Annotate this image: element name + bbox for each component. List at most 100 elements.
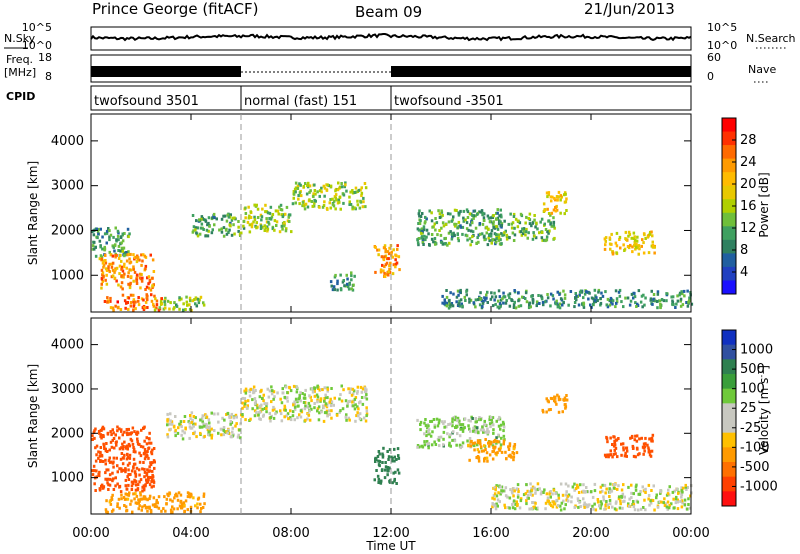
scatter-cell xyxy=(387,458,390,461)
scatter-cell xyxy=(116,429,119,433)
scatter-cell xyxy=(155,505,159,509)
nsky-label: N.Sky xyxy=(4,32,36,45)
scatter-cell xyxy=(199,295,203,299)
scatter-cell xyxy=(531,301,535,305)
range-tick-label: 1000 xyxy=(51,268,84,283)
scatter-cell xyxy=(348,399,352,403)
scatter-cell xyxy=(253,409,257,413)
scatter-cell xyxy=(620,300,623,304)
scatter-cell xyxy=(101,261,105,265)
scatter-cell xyxy=(284,229,288,233)
scatter-cell xyxy=(126,274,130,278)
scatter-cell xyxy=(444,242,447,246)
scatter-cell xyxy=(133,430,136,434)
scatter-cell xyxy=(540,297,544,301)
scatter-cell xyxy=(668,503,671,507)
scatter-cell xyxy=(482,216,486,220)
scatter-cell xyxy=(260,403,263,407)
scatter-cell xyxy=(153,308,157,312)
scatter-cell xyxy=(208,425,211,429)
scatter-cell xyxy=(635,245,638,249)
scatter-cell xyxy=(313,402,316,405)
scatter-cell xyxy=(445,304,449,308)
colorbar-swatch xyxy=(722,185,736,200)
scatter-cell xyxy=(96,229,100,233)
scatter-cell xyxy=(552,297,555,301)
scatter-cell xyxy=(223,418,226,422)
scatter-cell xyxy=(442,430,446,434)
scatter-cell xyxy=(199,502,202,506)
scatter-cell xyxy=(125,266,128,270)
scatter-cell xyxy=(651,240,654,244)
scatter-cell xyxy=(141,489,144,493)
scatter-cell xyxy=(437,421,441,425)
scatter-cell xyxy=(653,251,656,255)
scatter-cell xyxy=(505,299,508,302)
scatter-cell xyxy=(424,238,427,242)
scatter-cell xyxy=(285,414,288,418)
scatter-cell xyxy=(566,499,570,503)
scatter-cell xyxy=(542,202,546,206)
scatter-cell xyxy=(618,235,622,239)
scatter-cell xyxy=(458,304,462,308)
scatter-cell xyxy=(376,248,379,252)
scatter-cell xyxy=(339,393,342,397)
scatter-cell xyxy=(475,456,478,460)
scatter-cell xyxy=(136,442,140,446)
scatter-cell xyxy=(217,420,220,424)
scatter-cell xyxy=(269,217,273,221)
scatter-cell xyxy=(644,296,647,300)
scatter-cell xyxy=(582,296,585,300)
scatter-cell xyxy=(546,207,549,211)
scatter-cell xyxy=(134,483,138,487)
scatter-cell xyxy=(182,308,185,312)
scatter-cell xyxy=(334,193,338,197)
scatter-cell xyxy=(94,427,97,431)
scatter-cell xyxy=(662,501,665,505)
scatter-cell xyxy=(150,480,153,483)
scatter-cell xyxy=(633,508,637,512)
scatter-cell xyxy=(617,484,620,488)
scatter-cell xyxy=(311,390,315,394)
scatter-cell xyxy=(143,306,147,310)
nsky-panel: N.Sky 10^5 10^0 10^5 10^0 N.Search xyxy=(4,21,796,52)
scatter-cell xyxy=(346,404,349,408)
scatter-cell xyxy=(546,399,550,403)
scatter-cell xyxy=(119,235,123,239)
scatter-cell xyxy=(132,300,135,304)
scatter-cell xyxy=(162,307,166,311)
scatter-cell xyxy=(383,271,386,275)
scatter-cell xyxy=(326,387,330,391)
scatter-cell xyxy=(325,188,329,192)
scatter-cell xyxy=(505,457,508,461)
scatter-cell xyxy=(303,396,307,400)
scatter-cell xyxy=(102,263,106,267)
scatter-cell xyxy=(94,245,97,249)
colorbar-swatch xyxy=(722,266,736,281)
colorbar-tick-label: 12 xyxy=(740,221,757,236)
scatter-cell xyxy=(194,504,197,508)
scatter-cell xyxy=(492,446,495,450)
scatter-cell xyxy=(660,298,664,301)
scatter-cell xyxy=(421,240,425,244)
scatter-cell xyxy=(307,181,310,185)
scatter-cell xyxy=(471,235,474,239)
scatter-cell xyxy=(477,459,481,463)
scatter-cell xyxy=(606,305,610,309)
scatter-cell xyxy=(328,412,331,416)
freq-band-3 xyxy=(391,66,691,77)
scatter-cell xyxy=(494,217,498,221)
scatter-cell xyxy=(511,231,515,235)
time-tick-label: 00:00 xyxy=(672,526,709,541)
scatter-cell xyxy=(275,220,279,224)
scatter-cell xyxy=(499,305,502,309)
scatter-cell xyxy=(605,303,608,307)
scatter-cell xyxy=(522,493,526,497)
scatter-cell xyxy=(138,473,141,477)
scatter-cell xyxy=(446,432,449,436)
scatter-cell xyxy=(544,239,547,243)
scatter-cell xyxy=(609,436,612,440)
scatter-cell xyxy=(263,229,266,232)
scatter-cell xyxy=(359,188,362,192)
scatter-cell xyxy=(499,213,503,217)
